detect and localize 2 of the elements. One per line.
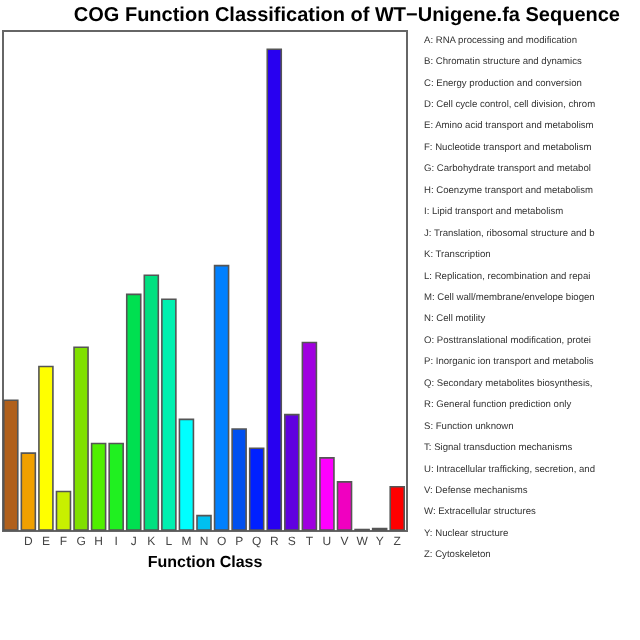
- chart-title: COG Function Classification of WT−Unigene.fa Sequence: [73, 5, 621, 27]
- x-axis-title: Function Class: [147, 553, 264, 571]
